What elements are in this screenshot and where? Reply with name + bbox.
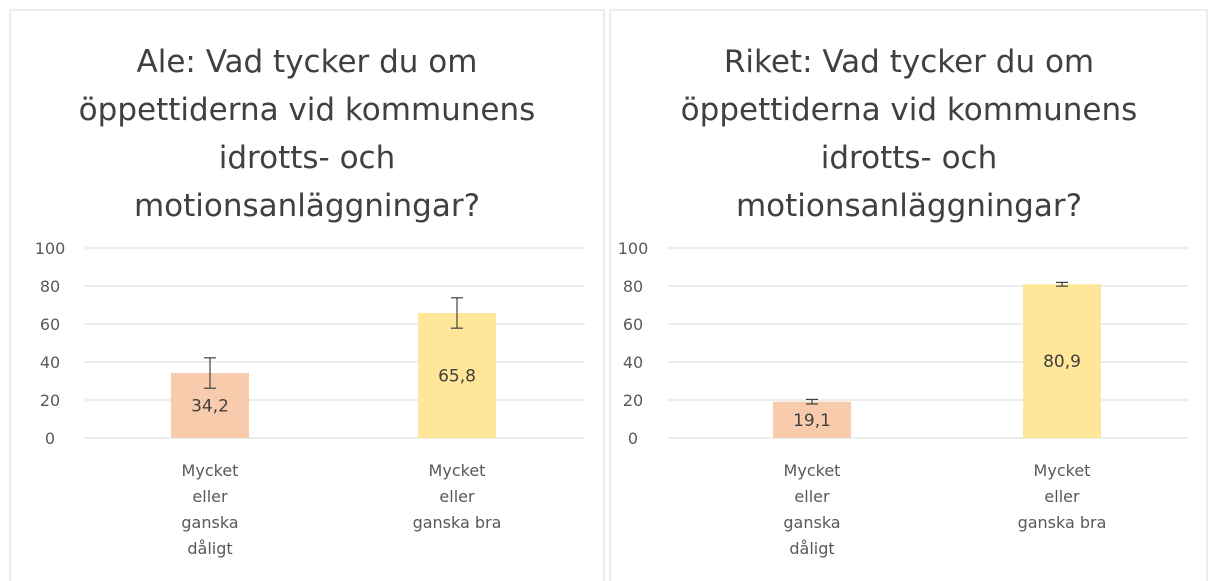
bar: [418, 312, 496, 438]
y-tick-label: 40: [623, 353, 643, 372]
x-tick-label: Mycket eller ganska bra: [1018, 461, 1107, 532]
value-label: 19,1: [793, 411, 831, 431]
y-tick-label: 60: [623, 315, 643, 334]
chart-title: Riket: Vad tycker du om öppettiderna vid …: [681, 44, 1138, 224]
x-tick-label: Mycket eller ganska bra: [413, 461, 502, 532]
y-tick-label: 0: [628, 429, 638, 448]
value-label: 34,2: [191, 397, 229, 417]
panel-left: [9, 9, 605, 581]
error-bar: [1056, 281, 1068, 287]
chart-title: Ale: Vad tycker du om öppettiderna vid ko…: [79, 44, 536, 224]
y-tick-label: 60: [40, 315, 60, 334]
y-tick-label: 20: [623, 391, 643, 410]
value-label: 65,8: [438, 366, 476, 386]
error-bar: [806, 398, 818, 405]
bar: [773, 401, 851, 438]
y-tick-label: 40: [40, 353, 60, 372]
x-tick-label: Mycket eller ganska dåligt: [783, 461, 840, 558]
value-label: 80,9: [1043, 352, 1081, 372]
error-bar: [451, 297, 463, 329]
x-tick-label: Mycket eller ganska dåligt: [181, 461, 238, 558]
y-tick-label: 20: [40, 391, 60, 410]
y-tick-label: 80: [40, 277, 60, 296]
bar: [1023, 284, 1101, 438]
y-tick-label: 80: [623, 277, 643, 296]
error-bar: [204, 357, 216, 389]
y-tick-label: 0: [45, 429, 55, 448]
y-tick-label: 100: [618, 239, 649, 258]
panel-right: [609, 9, 1208, 581]
y-tick-label: 100: [35, 239, 66, 258]
